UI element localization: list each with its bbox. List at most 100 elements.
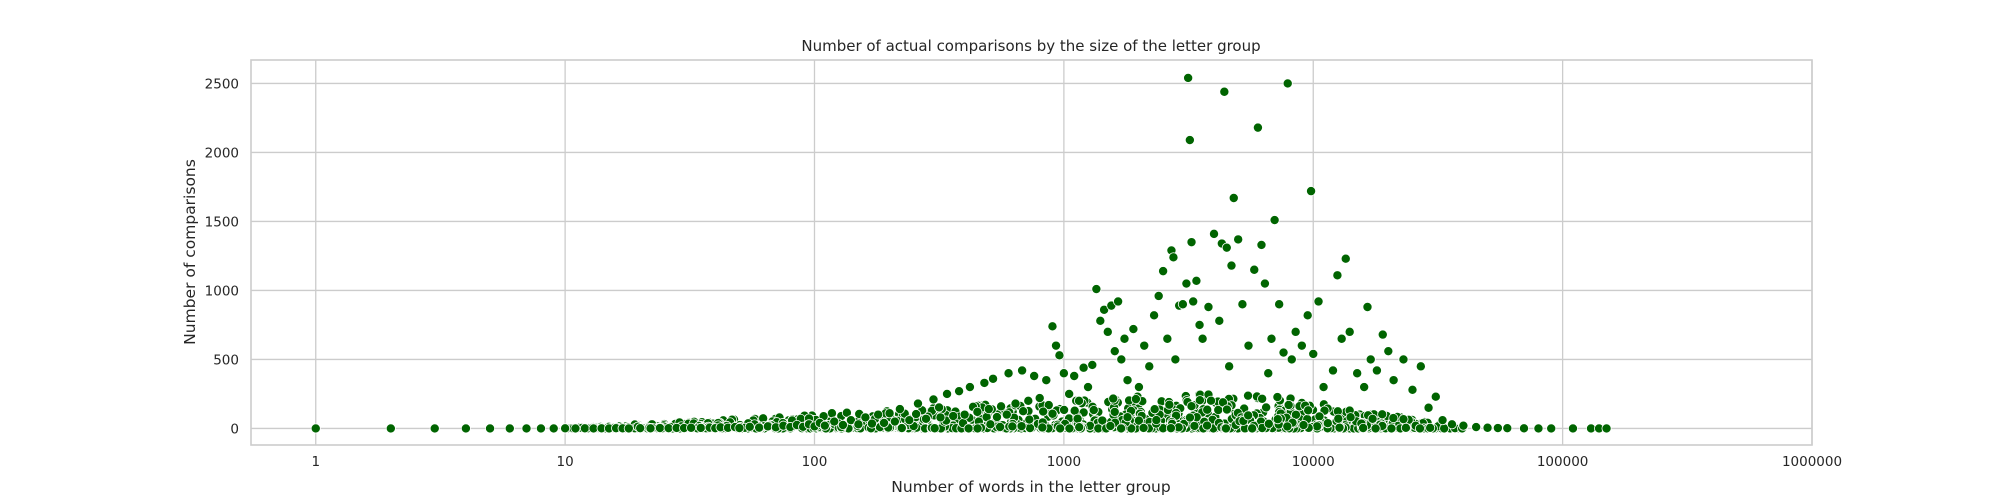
data-point bbox=[1283, 399, 1294, 410]
data-point bbox=[1189, 420, 1200, 431]
data-point bbox=[954, 386, 965, 397]
data-point bbox=[1024, 414, 1035, 425]
data-point bbox=[1415, 361, 1426, 372]
plot-frame bbox=[250, 59, 1813, 446]
data-point bbox=[579, 423, 590, 434]
data-point bbox=[1249, 264, 1260, 275]
data-point bbox=[884, 408, 895, 419]
data-point bbox=[1069, 371, 1080, 382]
data-point bbox=[1003, 368, 1014, 379]
data-point bbox=[1102, 326, 1113, 337]
data-point bbox=[1139, 340, 1150, 351]
x-tick-label: 1000000 bbox=[1782, 454, 1842, 470]
data-point bbox=[1423, 402, 1434, 413]
data-point bbox=[995, 422, 1006, 433]
data-point bbox=[1256, 239, 1267, 250]
data-point bbox=[1313, 296, 1324, 307]
data-point bbox=[485, 423, 496, 434]
data-point bbox=[1219, 86, 1230, 97]
data-point bbox=[1261, 402, 1272, 413]
data-point bbox=[1165, 423, 1176, 434]
data-point bbox=[1430, 391, 1441, 402]
data-point bbox=[754, 422, 765, 433]
data-point bbox=[1458, 420, 1469, 431]
data-point bbox=[535, 423, 546, 434]
x-tick-label: 100000 bbox=[1537, 454, 1589, 470]
data-point bbox=[1087, 359, 1098, 370]
data-point bbox=[1308, 348, 1319, 359]
data-point bbox=[1153, 290, 1164, 301]
y-tick-label: 1000 bbox=[205, 283, 239, 299]
data-point bbox=[1333, 413, 1344, 424]
data-point bbox=[1186, 237, 1197, 248]
data-point bbox=[310, 423, 321, 434]
data-point bbox=[1018, 406, 1029, 417]
data-point bbox=[1116, 423, 1127, 434]
data-point bbox=[1220, 423, 1231, 434]
data-point bbox=[1158, 266, 1169, 277]
data-point bbox=[837, 419, 848, 430]
data-point bbox=[1306, 186, 1317, 197]
data-point bbox=[911, 409, 922, 420]
data-point bbox=[1327, 365, 1338, 376]
data-point bbox=[1247, 423, 1258, 434]
x-axis-ticks: 1 10 100 1000 10000 100000 1000000 bbox=[311, 454, 1842, 470]
data-point bbox=[635, 423, 646, 434]
data-point bbox=[1144, 361, 1155, 372]
data-point bbox=[972, 423, 983, 434]
data-point bbox=[942, 388, 953, 399]
data-point bbox=[429, 423, 440, 434]
data-point bbox=[1059, 404, 1070, 415]
data-point bbox=[1064, 423, 1075, 434]
data-point bbox=[1282, 421, 1293, 432]
data-point bbox=[1151, 415, 1162, 426]
data-point bbox=[1298, 420, 1309, 431]
data-point bbox=[1206, 395, 1217, 406]
data-point bbox=[959, 409, 970, 420]
data-point bbox=[1546, 423, 1557, 434]
data-point bbox=[1138, 422, 1149, 433]
data-point bbox=[1367, 413, 1378, 424]
data-point bbox=[1502, 423, 1513, 434]
data-point bbox=[1209, 228, 1220, 239]
y-axis-label: Number of comparisons bbox=[181, 159, 199, 345]
data-point bbox=[1023, 395, 1034, 406]
data-point bbox=[1352, 368, 1363, 379]
data-point bbox=[1122, 375, 1133, 386]
data-point bbox=[929, 423, 940, 434]
data-point bbox=[1344, 326, 1355, 337]
data-point bbox=[1170, 354, 1181, 365]
data-point bbox=[1318, 382, 1329, 393]
data-point bbox=[1119, 333, 1130, 344]
data-point bbox=[645, 423, 656, 434]
data-point bbox=[1074, 395, 1085, 406]
x-tick-label: 1000 bbox=[1047, 454, 1081, 470]
data-point bbox=[1016, 421, 1027, 432]
data-point bbox=[1105, 420, 1116, 431]
data-point bbox=[1259, 278, 1270, 289]
data-point bbox=[1533, 423, 1544, 434]
data-point bbox=[985, 419, 996, 430]
data-point bbox=[1371, 365, 1382, 376]
data-point bbox=[1314, 411, 1325, 422]
data-point bbox=[1043, 400, 1054, 411]
data-point bbox=[1064, 388, 1075, 399]
data-point bbox=[1149, 310, 1160, 321]
data-point bbox=[1037, 422, 1048, 433]
y-tick-label: 0 bbox=[230, 421, 239, 437]
data-point bbox=[1116, 354, 1127, 365]
data-point bbox=[979, 377, 990, 388]
data-point bbox=[1133, 415, 1144, 426]
data-points bbox=[310, 72, 1612, 434]
data-point bbox=[1437, 415, 1448, 426]
data-point bbox=[1029, 371, 1040, 382]
data-point bbox=[1095, 315, 1106, 326]
data-point bbox=[1601, 423, 1612, 434]
data-point bbox=[1286, 354, 1297, 365]
data-point bbox=[1303, 405, 1314, 416]
data-point bbox=[1184, 135, 1195, 146]
data-point bbox=[1425, 422, 1436, 433]
data-point bbox=[1017, 365, 1028, 376]
data-point bbox=[1109, 346, 1120, 357]
